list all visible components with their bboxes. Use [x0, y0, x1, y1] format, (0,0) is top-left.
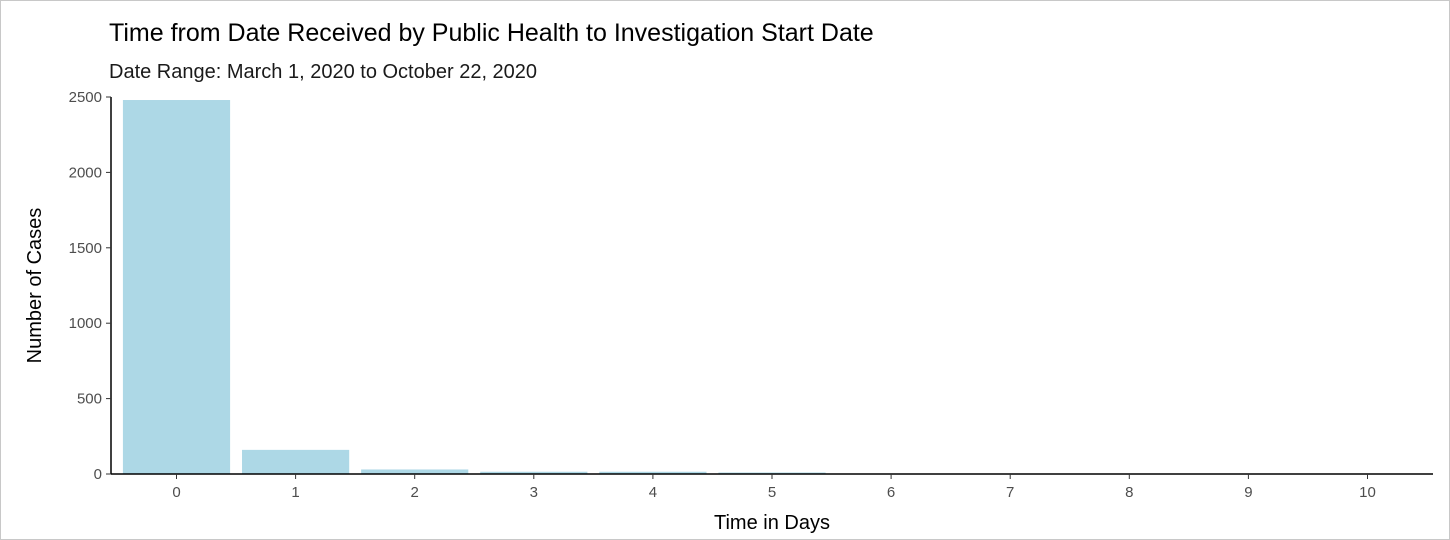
- x-tick-label: 10: [1359, 484, 1376, 501]
- chart-subtitle: Date Range: March 1, 2020 to October 22,…: [109, 61, 538, 83]
- x-tick-label: 2: [411, 484, 419, 501]
- y-axis-ticks: 0 500 1000 1500 2000 2500: [69, 89, 111, 483]
- x-tick-label: 8: [1125, 484, 1133, 501]
- bar-day-1: [242, 449, 350, 474]
- x-tick-label: 5: [768, 484, 776, 501]
- y-tick-label: 0: [94, 466, 102, 483]
- x-tick-label: 1: [291, 484, 299, 501]
- y-tick-label: 1000: [69, 315, 102, 332]
- y-tick-label: 1500: [69, 240, 102, 257]
- bar-day-2: [361, 469, 469, 474]
- bars-group: [122, 100, 1422, 475]
- bar-day-3: [480, 471, 588, 474]
- x-tick-label: 7: [1006, 484, 1014, 501]
- y-tick-label: 500: [77, 391, 102, 408]
- x-tick-label: 4: [649, 484, 657, 501]
- x-axis-title: Time in Days: [714, 512, 830, 534]
- x-tick-label: 3: [530, 484, 538, 501]
- x-tick-label: 9: [1244, 484, 1252, 501]
- y-tick-label: 2000: [69, 164, 102, 181]
- y-tick-label: 2500: [69, 89, 102, 106]
- bar-day-5: [718, 472, 826, 474]
- x-tick-label: 6: [887, 484, 895, 501]
- bar-day-0: [122, 100, 231, 475]
- chart-title: Time from Date Received by Public Health…: [109, 19, 874, 47]
- x-axis-ticks: 0 1 2 3 4 5 6 7 8 9 10: [172, 474, 1376, 501]
- x-tick-label: 0: [172, 484, 180, 501]
- y-axis-title: Number of Cases: [24, 208, 46, 364]
- bar-day-4: [599, 471, 707, 474]
